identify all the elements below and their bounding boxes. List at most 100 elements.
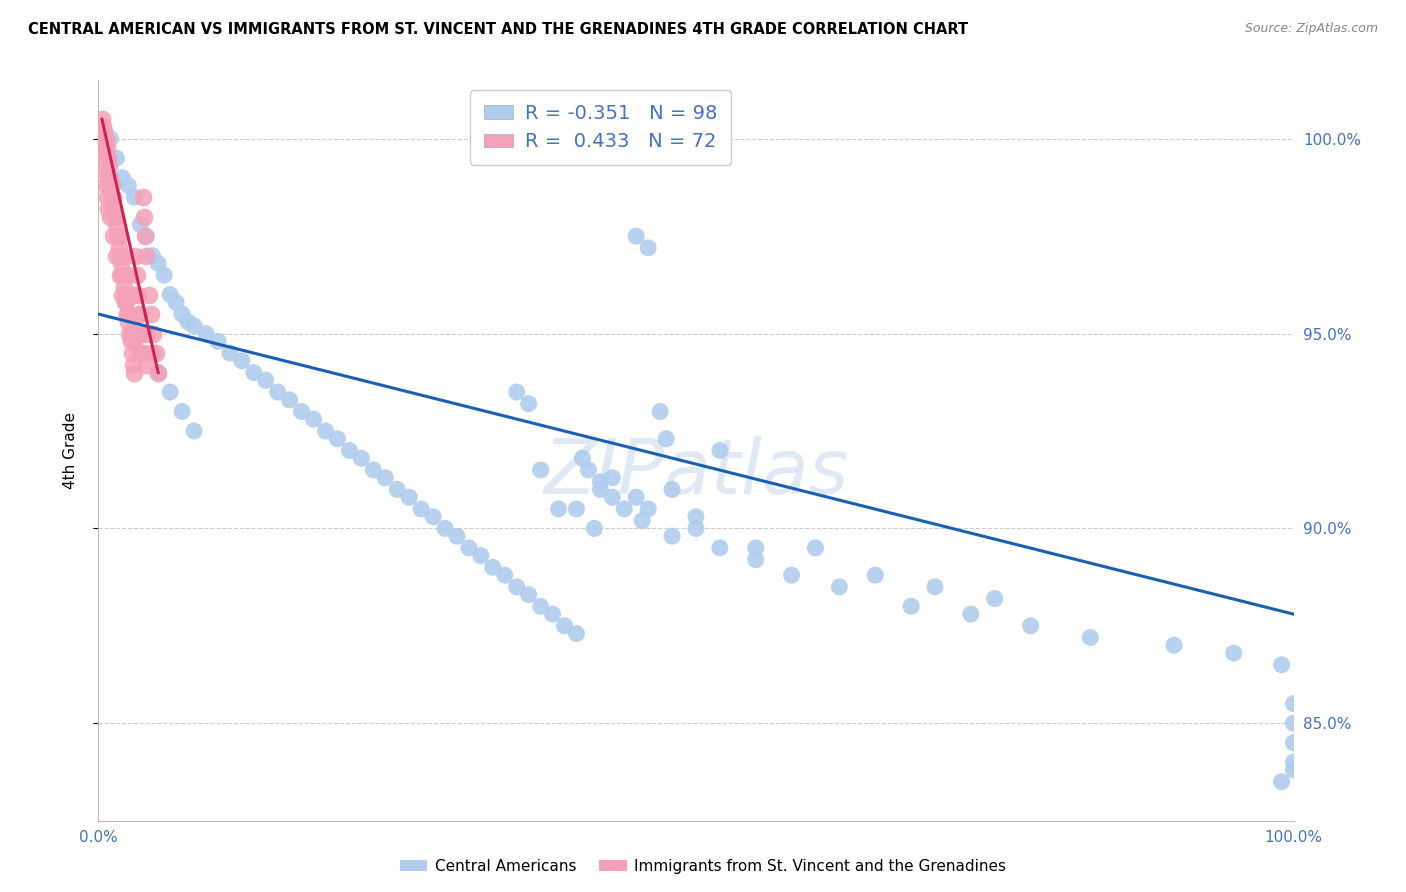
Point — [107, 241, 129, 255]
Point — [865, 568, 887, 582]
Point — [141, 346, 163, 360]
Point — [124, 190, 146, 204]
Point — [124, 366, 146, 380]
Point — [1019, 619, 1042, 633]
Point — [159, 384, 181, 399]
Point — [93, 162, 115, 177]
Point — [131, 190, 153, 204]
Point — [547, 502, 569, 516]
Point — [124, 287, 146, 301]
Point — [142, 326, 165, 341]
Point — [165, 295, 187, 310]
Point — [94, 178, 117, 193]
Point — [278, 392, 301, 407]
Point — [924, 580, 946, 594]
Point — [105, 210, 128, 224]
Point — [93, 124, 115, 138]
Point — [530, 463, 553, 477]
Point — [613, 502, 636, 516]
Point — [780, 568, 803, 582]
Point — [1282, 755, 1305, 769]
Point — [104, 210, 127, 224]
Point — [626, 490, 648, 504]
Point — [121, 346, 143, 360]
Point — [111, 170, 134, 185]
Point — [93, 139, 115, 153]
Point — [148, 366, 170, 380]
Point — [101, 190, 124, 204]
Point — [470, 549, 492, 563]
Point — [111, 268, 134, 282]
Point — [117, 307, 139, 321]
Point — [148, 366, 170, 380]
Point — [107, 229, 129, 244]
Text: CENTRAL AMERICAN VS IMMIGRANTS FROM ST. VINCENT AND THE GRENADINES 4TH GRADE COR: CENTRAL AMERICAN VS IMMIGRANTS FROM ST. … — [28, 22, 969, 37]
Y-axis label: 4th Grade: 4th Grade — [63, 412, 77, 489]
Point — [125, 268, 148, 282]
Point — [183, 424, 205, 438]
Point — [112, 280, 135, 294]
Point — [709, 443, 731, 458]
Point — [554, 619, 576, 633]
Point — [1163, 638, 1185, 652]
Point — [129, 218, 152, 232]
Point — [183, 318, 205, 333]
Point — [1282, 716, 1305, 731]
Point — [1271, 774, 1294, 789]
Point — [135, 229, 157, 244]
Point — [900, 599, 922, 614]
Point — [124, 326, 146, 341]
Point — [97, 151, 120, 165]
Point — [243, 366, 266, 380]
Point — [108, 229, 131, 244]
Point — [118, 326, 141, 341]
Point — [1080, 631, 1102, 645]
Point — [602, 471, 624, 485]
Point — [709, 541, 731, 555]
Point — [100, 178, 122, 193]
Point — [685, 509, 707, 524]
Point — [124, 249, 146, 263]
Point — [98, 170, 122, 185]
Point — [172, 404, 194, 418]
Point — [120, 334, 142, 349]
Point — [115, 307, 138, 321]
Point — [828, 580, 851, 594]
Point — [589, 475, 612, 489]
Point — [177, 315, 200, 329]
Point — [589, 483, 612, 497]
Point — [1282, 736, 1305, 750]
Point — [153, 268, 176, 282]
Point — [129, 346, 152, 360]
Point — [110, 256, 132, 270]
Point — [960, 607, 983, 621]
Point — [541, 607, 564, 621]
Point — [94, 151, 117, 165]
Point — [138, 287, 160, 301]
Point — [94, 132, 117, 146]
Point — [124, 334, 146, 349]
Point — [984, 591, 1007, 606]
Point — [91, 120, 114, 134]
Point — [145, 346, 167, 360]
Point — [231, 354, 253, 368]
Point — [132, 210, 155, 224]
Point — [98, 210, 122, 224]
Point — [117, 268, 139, 282]
Point — [139, 307, 162, 321]
Point — [745, 552, 768, 566]
Point — [661, 529, 683, 543]
Point — [385, 483, 409, 497]
Point — [650, 404, 672, 418]
Point — [122, 358, 145, 372]
Point — [105, 218, 128, 232]
Point — [159, 287, 181, 301]
Point — [172, 307, 194, 321]
Point — [506, 580, 529, 594]
Point — [302, 412, 325, 426]
Point — [583, 521, 606, 535]
Point — [339, 443, 361, 458]
Point — [398, 490, 420, 504]
Point — [631, 514, 654, 528]
Point — [117, 315, 139, 329]
